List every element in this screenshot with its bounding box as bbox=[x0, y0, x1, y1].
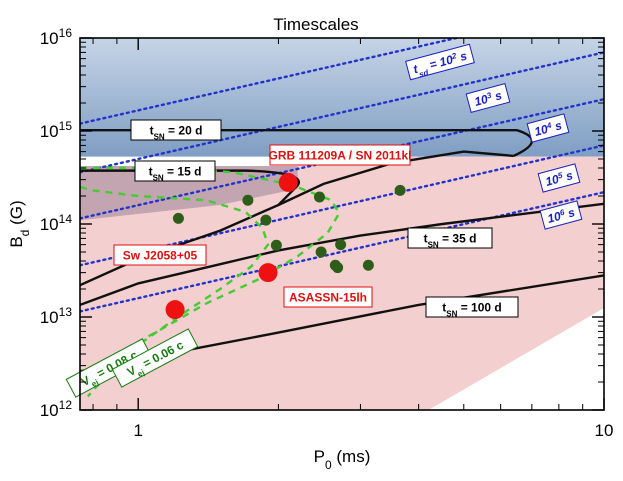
object-label-3-text: ASASSN-15lh bbox=[289, 291, 367, 305]
tsd-label-2: 103 s bbox=[465, 83, 511, 113]
axes: 1 10 1012 1013 1014 1015 1016 P0 (ms) Bd (G) bbox=[7, 26, 613, 472]
tsd-label-5: 106 s bbox=[539, 200, 583, 230]
tsn-label-3-box bbox=[407, 227, 493, 249]
highlight-point-1 bbox=[278, 172, 298, 192]
tsd-label-3-box bbox=[526, 113, 570, 143]
magnetar-point-11 bbox=[394, 184, 406, 196]
magnetar-point-10 bbox=[362, 259, 374, 271]
x-tick-label-2: 10 bbox=[595, 421, 614, 440]
tsd-label-5-box bbox=[539, 200, 583, 230]
tsd-label-5-text: 106 s bbox=[546, 205, 577, 226]
y-axis-label: Bd (G) bbox=[7, 200, 32, 247]
x-axis-label: P0 (ms) bbox=[314, 447, 371, 472]
object-label-2: Sw J2058+05 bbox=[113, 244, 207, 266]
chart-title: Timescales bbox=[273, 15, 358, 34]
object-label-1-box bbox=[269, 144, 411, 166]
tsn-label-1-box bbox=[130, 119, 222, 141]
y-tick-label-5: 1016 bbox=[40, 26, 73, 48]
tsd-label-4-box bbox=[537, 163, 581, 193]
x-tick-label-1: 1 bbox=[133, 421, 142, 440]
magnetar-point-6 bbox=[315, 246, 327, 258]
highlight-point-2 bbox=[258, 263, 278, 283]
spindown-line-1 bbox=[80, 38, 462, 125]
object-label-1-text: GRB 111209A / SN 2011kl bbox=[269, 149, 412, 163]
tsn-label-1-text: tSN = 20 d bbox=[150, 124, 203, 142]
tsn-label-1: tSN = 20 d bbox=[130, 119, 222, 142]
tsn-label-4-box bbox=[425, 296, 519, 318]
magnetar-point-1 bbox=[172, 212, 184, 224]
highlight-point-3 bbox=[165, 300, 185, 320]
tsn-label-4-text: tSN = 100 d bbox=[442, 301, 502, 319]
data-points bbox=[165, 172, 406, 320]
y-tick-label-1: 1012 bbox=[40, 398, 73, 420]
curve-labels: tSN = 20 d tSN = 15 d tSN = 35 d tSN = 100 … bbox=[65, 43, 583, 398]
object-label-3-box bbox=[283, 286, 373, 308]
object-label-2-text: Sw J2058+05 bbox=[123, 249, 198, 263]
magnetar-point-3 bbox=[260, 214, 272, 226]
tsn-label-3-text: tSN = 35 d bbox=[424, 232, 477, 250]
tsd-label-4: 105 s bbox=[537, 163, 581, 193]
object-label-1: GRB 111209A / SN 2011kl bbox=[269, 144, 412, 166]
tsn-label-2-text: tSN = 15 d bbox=[149, 165, 202, 183]
object-label-2-box bbox=[113, 244, 207, 266]
tsn-label-2: tSN = 15 d bbox=[134, 160, 216, 183]
vej-0.06c-curve bbox=[80, 185, 270, 398]
magnetar-point-8 bbox=[332, 262, 344, 274]
spindown-line-5 bbox=[80, 191, 604, 313]
tsn-label-2-box bbox=[134, 160, 216, 182]
magnetar-point-5 bbox=[313, 191, 325, 203]
object-label-3: ASASSN-15lh bbox=[283, 286, 373, 308]
tsd-label-2-box bbox=[465, 83, 511, 113]
spindown-line-3 bbox=[80, 98, 604, 220]
tsd-label-1-box bbox=[405, 43, 475, 81]
vej-label-1-box bbox=[65, 338, 153, 398]
tsd-label-3-text: 104 s bbox=[533, 118, 564, 139]
tsd-label-2-text: 103 s bbox=[473, 88, 504, 109]
magnetar-point-9 bbox=[335, 239, 347, 251]
tsn-label-4: tSN = 100 d bbox=[425, 296, 519, 319]
vej-label-2-box bbox=[111, 328, 199, 388]
magnetar-point-2 bbox=[242, 194, 254, 206]
y-tick-label-3: 1014 bbox=[40, 212, 73, 234]
y-tick-label-4: 1015 bbox=[40, 119, 73, 141]
tsd-label-1-text: tsd = 102 s bbox=[412, 48, 470, 80]
tsd-label-3: 104 s bbox=[526, 113, 570, 143]
tsn-label-3: tSN = 35 d bbox=[407, 227, 493, 250]
magnetar-point-4 bbox=[270, 239, 282, 251]
y-tick-label-2: 1013 bbox=[40, 305, 73, 327]
tsd-label-1: tsd = 102 s bbox=[405, 43, 475, 81]
tsd-label-4-text: 105 s bbox=[544, 168, 575, 189]
spindown-line-2 bbox=[80, 51, 604, 174]
